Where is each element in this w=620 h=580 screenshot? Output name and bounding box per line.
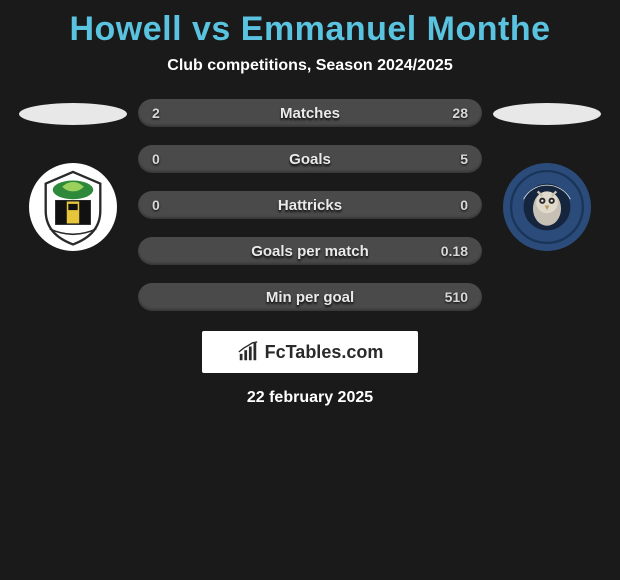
stat-label: Hattricks [138, 197, 482, 214]
stat-right-value: 0.18 [441, 243, 468, 259]
right-player-photo-placeholder [493, 103, 601, 125]
page-title: Howell vs Emmanuel Monthe [69, 10, 550, 49]
left-player-column [13, 99, 133, 251]
crest-right-icon [508, 168, 586, 246]
left-club-crest [29, 163, 117, 251]
main-row: 2 Matches 28 0 Goals 5 0 Hattricks 0 Goa… [0, 99, 620, 311]
left-player-photo-placeholder [19, 103, 127, 125]
stat-right-value: 510 [442, 289, 468, 305]
crest-left-icon [34, 168, 112, 246]
stat-label: Matches [138, 105, 482, 122]
stat-row-min-per-goal: Min per goal 510 [138, 283, 482, 311]
stats-column: 2 Matches 28 0 Goals 5 0 Hattricks 0 Goa… [133, 99, 487, 311]
right-player-column [487, 99, 607, 251]
stat-row-hattricks: 0 Hattricks 0 [138, 191, 482, 219]
date-text: 22 february 2025 [247, 389, 373, 407]
brand-attribution[interactable]: FcTables.com [202, 331, 418, 373]
stat-row-goals-per-match: Goals per match 0.18 [138, 237, 482, 265]
stat-row-matches: 2 Matches 28 [138, 99, 482, 127]
subtitle-text: Club competitions, Season 2024/2025 [167, 57, 452, 75]
stat-label: Goals per match [138, 243, 482, 260]
right-club-crest [503, 163, 591, 251]
stat-label: Min per goal [138, 289, 482, 306]
comparison-card: Howell vs Emmanuel Monthe Club competiti… [0, 0, 620, 407]
stat-row-goals: 0 Goals 5 [138, 145, 482, 173]
stat-right-value: 28 [442, 105, 468, 121]
bar-chart-icon [237, 341, 259, 363]
stat-label: Goals [138, 151, 482, 168]
stat-right-value: 5 [442, 151, 468, 167]
brand-text: FcTables.com [265, 342, 384, 363]
stat-right-value: 0 [442, 197, 468, 213]
